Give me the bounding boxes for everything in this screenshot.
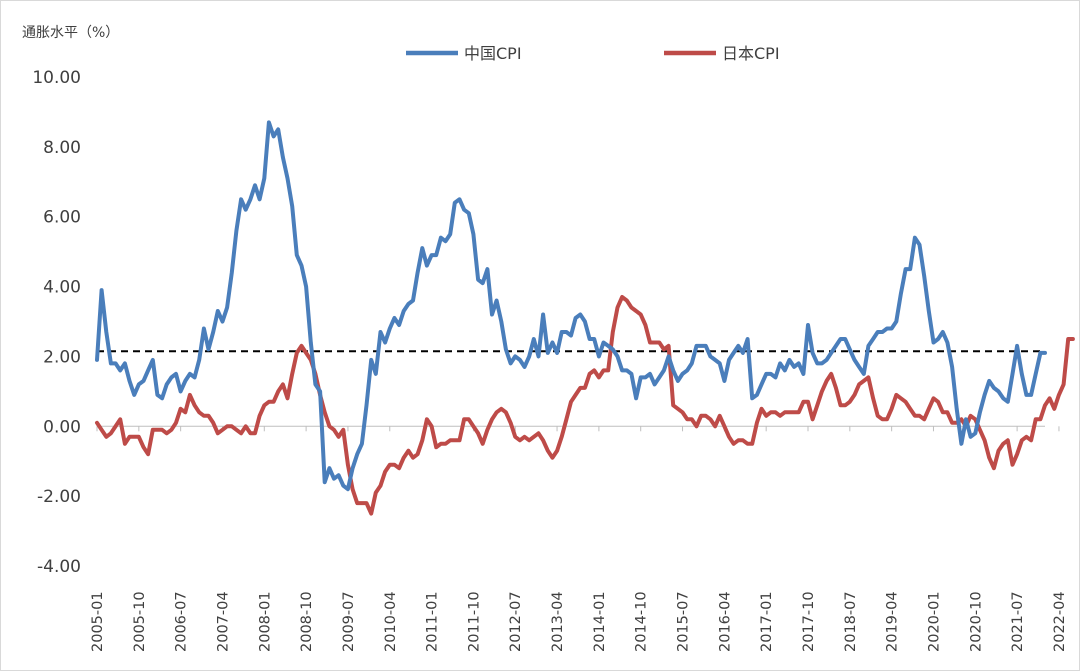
x-tick-label: 2005-01 [90, 591, 106, 652]
series-line-1 [95, 295, 1075, 516]
series-group [95, 120, 1075, 516]
y-axis-title: 通胀水平（%） [22, 25, 119, 41]
x-tick-label: 2009-07 [341, 591, 357, 652]
x-tick-label: 2020-01 [926, 591, 942, 652]
x-tick-label: 2008-01 [257, 591, 273, 652]
x-tick-label: 2014-10 [634, 591, 650, 652]
x-tick-label: 2011-10 [466, 591, 482, 652]
y-tick-label: 4.00 [43, 278, 81, 298]
series-line-0 [95, 120, 1047, 492]
x-tick-label: 2005-10 [132, 591, 148, 652]
x-tick-label: 2010-04 [383, 591, 399, 652]
y-tick-label: 0.00 [43, 417, 81, 437]
x-tick-label: 2021-07 [1010, 591, 1026, 652]
y-tick-label: -4.00 [37, 557, 81, 577]
y-tick-label: -2.00 [37, 487, 81, 507]
legend-label: 中国CPI [464, 44, 522, 63]
x-tick-label: 2019-04 [885, 591, 901, 652]
x-tick-label: 2018-07 [843, 591, 859, 652]
x-tick-label: 2020-10 [968, 591, 984, 652]
y-tick-labels: 10.00 8.00 6.00 4.00 2.00 0.00 -2.00 -4.00 [32, 68, 81, 577]
legend-label: 日本CPI [722, 44, 780, 63]
y-tick-label: 10.00 [32, 68, 81, 88]
x-axis: 2005-01 2005-10 2006-07 2007-04 2008-01 2008-… [90, 425, 1068, 652]
x-tick-label: 2008-10 [299, 591, 315, 652]
x-tick-label: 2011-01 [425, 591, 441, 652]
y-tick-label: 8.00 [43, 138, 81, 158]
x-tick-label: 2015-07 [676, 591, 692, 652]
x-tick-label: 2016-04 [717, 591, 733, 652]
x-tick-label: 2013-04 [550, 591, 566, 652]
y-tick-label: 2.00 [43, 347, 81, 367]
legend: 中国CPI 日本CPI [406, 44, 780, 63]
x-tick-label: 2014-01 [592, 591, 608, 652]
x-tick-label: 2006-07 [174, 591, 190, 652]
x-tick-label: 2012-07 [508, 591, 524, 652]
x-tick-label: 2022-04 [1052, 591, 1068, 652]
x-tick-label: 2017-01 [759, 591, 775, 652]
x-tick-label: 2007-04 [215, 591, 231, 652]
y-tick-label: 6.00 [43, 208, 81, 228]
x-tick-label: 2017-10 [801, 591, 817, 652]
